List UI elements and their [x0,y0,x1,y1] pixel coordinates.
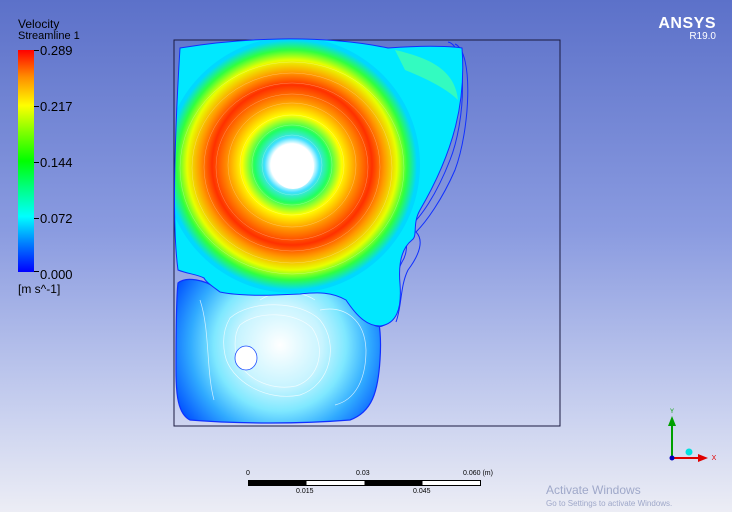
scale-label-003: 0.03 [356,470,370,477]
legend-units: [m s^-1] [18,282,61,296]
view-center-dot [685,448,693,456]
legend-tick-label: 0.217 [40,99,73,114]
scale-label-0045: 0.045 [413,488,431,495]
legend-tick-label: 0.072 [40,211,73,226]
activation-watermark: Activate Windows Go to Settings to activ… [546,483,672,508]
ansys-brand: ANSYS R19.0 [658,15,716,42]
ansys-logo: ANSYS [658,15,716,32]
y-axis-arrow [668,416,676,426]
legend-tick [34,106,39,107]
y-axis-label: Y [670,409,674,415]
legend-title: Velocity [18,17,60,31]
legend-tick [34,50,39,51]
axes-triad[interactable]: Y X [668,409,717,462]
legend-subtitle: Streamline 1 [18,30,80,42]
vortex-core [272,145,314,189]
lower-vortex-region [175,278,382,424]
legend-tick [34,271,39,272]
z-axis-dot [669,455,675,461]
scale-label-006: 0.060 (m) [463,470,493,477]
legend-tick [34,218,39,219]
scale-label-0015: 0.015 [296,488,314,495]
legend-tick-label-min: 0.000 [40,267,73,282]
upper-vortex-outline [173,38,464,327]
ansys-version: R19.0 [689,31,716,42]
watermark-title: Activate Windows [546,483,641,497]
scale-label-0: 0 [246,470,250,477]
legend-tick [34,162,39,163]
legend-color-bar [18,50,34,272]
x-axis-label: X [712,455,717,462]
watermark-subtitle: Go to Settings to activate Windows. [546,499,673,508]
legend-tick-label-max: 0.289 [40,43,73,58]
scale-bar: 0 0.03 0.060 (m) 0.015 0.045 [246,470,498,496]
legend-tick-label: 0.144 [40,155,73,170]
x-axis-arrow [698,454,708,462]
domain-boundary [173,39,561,427]
